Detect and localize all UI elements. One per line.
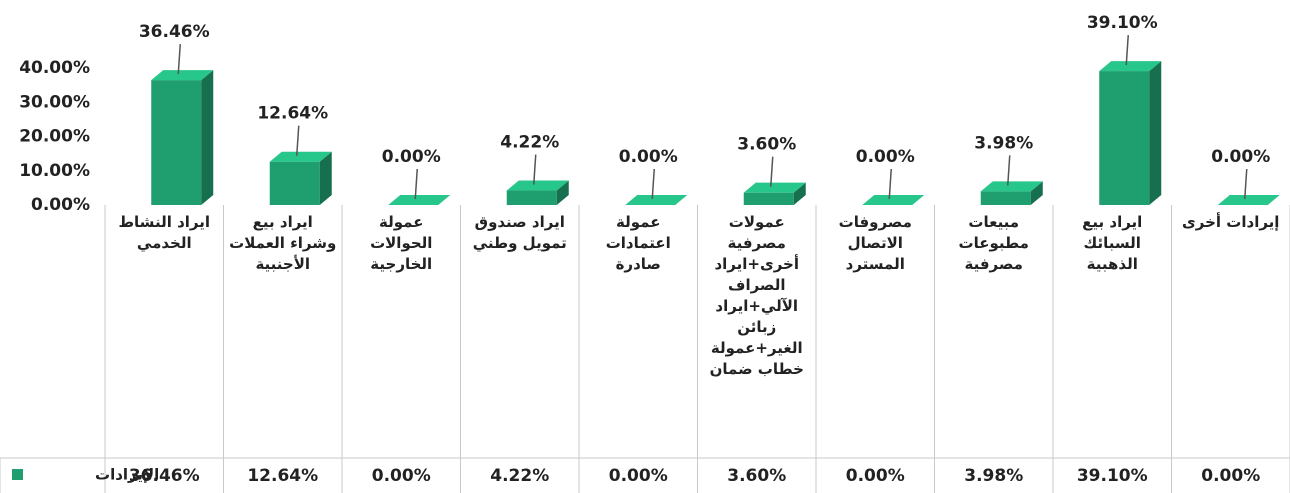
y-tick-label: 30.00% <box>19 92 90 112</box>
data-label: 0.00% <box>1211 147 1270 167</box>
x-tick-label-box: عمولة الحوالات الخارجية <box>370 213 433 273</box>
leader-line <box>414 168 418 200</box>
x-tick-label: مصروفات الاتصال المسترد <box>838 213 912 273</box>
y-tick-label: 40.00% <box>19 58 90 78</box>
x-tick-label-box: إيرادات أخرى <box>1182 213 1280 231</box>
leader-line <box>770 156 774 187</box>
data-label: 4.22% <box>500 133 559 153</box>
bar-side <box>793 182 806 205</box>
table-value: 0.00% <box>846 466 905 486</box>
leader-line <box>1125 35 1129 66</box>
legend-swatch <box>12 469 23 480</box>
data-label: 3.60% <box>737 135 796 155</box>
x-tick-label: مبيعات مطبوعات مصرفية <box>958 213 1029 273</box>
bar <box>388 195 451 205</box>
bar <box>269 151 332 205</box>
table-value: 4.22% <box>490 466 549 486</box>
bar-front <box>506 190 557 205</box>
bar <box>862 195 925 205</box>
data-label: 39.10% <box>1087 13 1158 33</box>
bar-front <box>269 161 320 205</box>
table-value: 0.00% <box>609 466 668 486</box>
x-tick-label: عمولة الحوالات الخارجية <box>370 213 433 273</box>
x-tick-label-box: عمولة اعتمادات صادرة <box>605 213 671 273</box>
table-value: 39.10% <box>1077 466 1148 486</box>
leader-line <box>1244 168 1248 200</box>
x-tick-label: إيرادات أخرى <box>1182 213 1280 231</box>
bar-front <box>151 80 202 205</box>
bar <box>743 182 806 205</box>
bar-top <box>980 181 1043 192</box>
table-value: 3.98% <box>964 466 1023 486</box>
table-value: 0.00% <box>372 466 431 486</box>
leader-line <box>533 154 537 185</box>
bar-front <box>1099 71 1150 206</box>
bar-top <box>862 195 925 205</box>
bar-side <box>201 70 214 205</box>
bar-top <box>388 195 451 205</box>
data-label: 12.64% <box>257 104 328 124</box>
y-tick-label: 20.00% <box>19 127 90 147</box>
x-tick-label-box: مصروفات الاتصال المسترد <box>838 213 912 273</box>
bar-side <box>319 151 332 205</box>
bar-top <box>506 180 569 191</box>
table-value: 3.60% <box>727 466 786 486</box>
legend-label: الإيرادات <box>95 466 159 484</box>
x-tick-label-box: ايراد بيع السبائك الذهبية <box>1082 213 1143 273</box>
bar <box>506 180 569 205</box>
x-tick-label: عمولة اعتمادات صادرة <box>605 213 671 273</box>
x-tick-label: ايراد بيع السبائك الذهبية <box>1082 213 1143 273</box>
data-label: 36.46% <box>139 22 210 42</box>
bar <box>625 195 688 205</box>
bar-top <box>151 70 214 81</box>
bar-top <box>1217 195 1280 205</box>
data-label: 0.00% <box>856 147 915 167</box>
x-tick-label: ايراد النشاط الخدمي <box>118 213 211 252</box>
x-tick-label: عمولات مصرفية أخرى+ايراد الصراف الآلي+اي… <box>709 213 804 378</box>
x-tick-label-box: ايراد النشاط الخدمي <box>118 213 211 252</box>
leader-line <box>1007 155 1011 186</box>
bar-top <box>743 182 806 193</box>
table-value: 12.64% <box>247 466 318 486</box>
data-label: 3.98% <box>974 133 1033 153</box>
bar <box>1099 61 1162 206</box>
bar-top <box>625 195 688 205</box>
leader-line <box>651 168 655 200</box>
x-tick-label: ايراد صندوق تمويل وطني <box>472 213 567 252</box>
bar-side <box>556 180 569 205</box>
table-value: 0.00% <box>1201 466 1260 486</box>
x-tick-label: ايراد بيع وشراء العملات الأجنبية <box>229 213 337 273</box>
x-tick-label-box: مبيعات مطبوعات مصرفية <box>958 213 1029 273</box>
data-label: 0.00% <box>619 147 678 167</box>
bar-top <box>269 151 332 162</box>
bar-side <box>1030 181 1043 205</box>
data-label: 0.00% <box>382 147 441 167</box>
x-tick-label-box: ايراد بيع وشراء العملات الأجنبية <box>229 213 337 273</box>
leader-line <box>177 44 181 75</box>
bar-top <box>1099 61 1162 72</box>
leader-line <box>296 125 300 156</box>
y-tick-label: 10.00% <box>19 161 90 181</box>
leader-line <box>888 168 892 200</box>
bar <box>980 181 1043 205</box>
y-tick-label: 0.00% <box>31 195 90 215</box>
bar-front <box>980 191 1031 205</box>
bar-front <box>743 192 794 205</box>
bar <box>1217 195 1280 205</box>
table-value: 36.46% <box>129 466 200 486</box>
bar <box>151 70 214 205</box>
x-tick-label-box: عمولات مصرفية أخرى+ايراد الصراف الآلي+اي… <box>709 213 804 378</box>
x-tick-label-box: ايراد صندوق تمويل وطني <box>472 213 567 252</box>
bar-side <box>1149 61 1162 205</box>
